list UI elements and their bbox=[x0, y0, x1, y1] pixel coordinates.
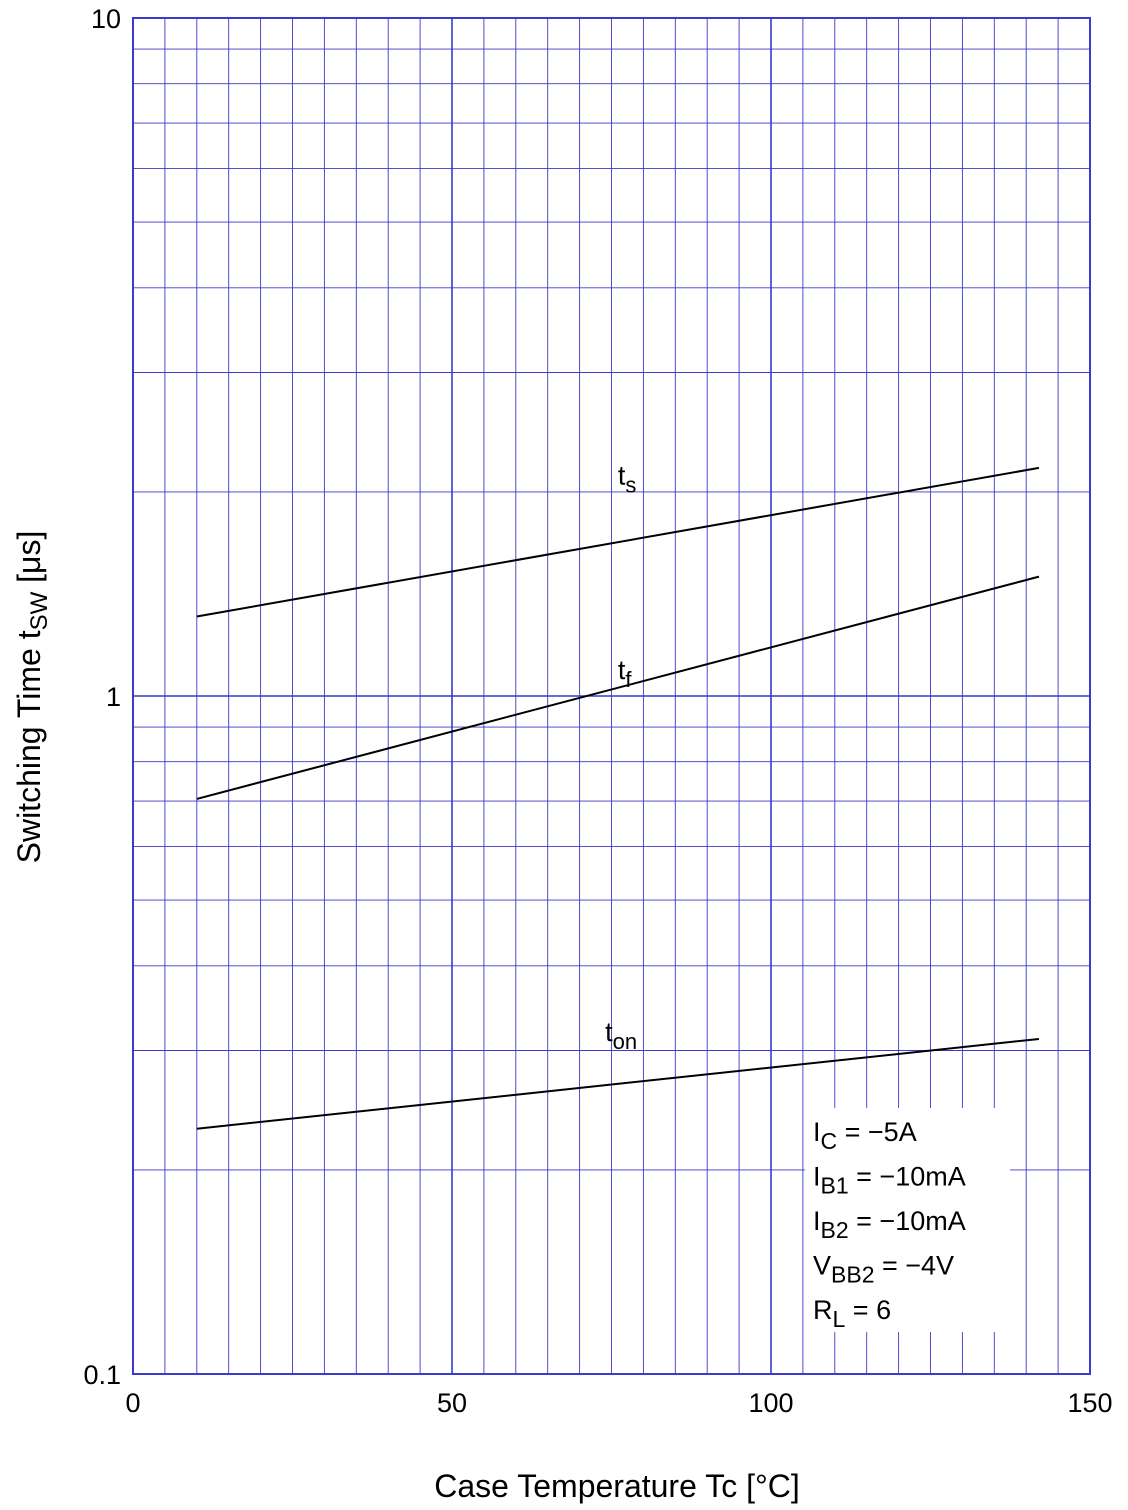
series-label-subscript: f bbox=[625, 667, 632, 692]
series-line-ts bbox=[196, 466, 1040, 618]
x-tick-label: 0 bbox=[125, 1388, 140, 1418]
series-line-ton bbox=[196, 1037, 1040, 1130]
series-lines bbox=[196, 466, 1040, 1130]
series-label-ts: ts bbox=[618, 461, 637, 498]
condition-subscript: B2 bbox=[821, 1217, 849, 1243]
conditions-box bbox=[805, 1108, 1010, 1332]
condition-rest: = −10mA bbox=[849, 1206, 966, 1236]
series-label-subscript: s bbox=[625, 473, 636, 498]
condition-subscript: C bbox=[821, 1128, 838, 1154]
y-tick-label: 1 bbox=[106, 682, 121, 712]
series-label-tf: tf bbox=[618, 655, 633, 692]
condition-subscript: B1 bbox=[821, 1173, 849, 1199]
y-axis-title-unit: [μs] bbox=[11, 531, 47, 592]
major-gridlines bbox=[133, 18, 1090, 1374]
condition-main: I bbox=[813, 1117, 821, 1147]
series-label-main: t bbox=[605, 1017, 613, 1047]
y-tick-label: 0.1 bbox=[83, 1360, 121, 1390]
condition-subscript: BB2 bbox=[831, 1262, 874, 1288]
condition-rest: = −5A bbox=[837, 1117, 917, 1147]
condition-main: V bbox=[813, 1251, 831, 1281]
x-axis-title: Case Temperature Tc [°C] bbox=[434, 1468, 800, 1504]
series-label-subscript: on bbox=[613, 1029, 637, 1054]
x-tick-label: 50 bbox=[437, 1388, 467, 1418]
condition-rest: = 6 bbox=[845, 1295, 891, 1325]
series-label-main: t bbox=[618, 655, 626, 685]
series-line-tf bbox=[196, 575, 1040, 800]
y-axis-title: Switching Time tSW [μs] bbox=[11, 531, 53, 864]
condition-main: I bbox=[813, 1206, 821, 1236]
condition-main: I bbox=[813, 1162, 821, 1192]
condition-rest: = −4V bbox=[875, 1251, 955, 1281]
condition-line: IC = −5A bbox=[813, 1117, 917, 1154]
y-axis-title-main: Switching Time t bbox=[11, 630, 47, 863]
condition-line: VBB2 = −4V bbox=[813, 1251, 954, 1288]
series-label-main: t bbox=[618, 461, 626, 491]
plot-frame bbox=[132, 17, 1091, 1375]
series-label-ton: ton bbox=[605, 1017, 637, 1054]
y-tick-label: 10 bbox=[91, 4, 121, 34]
x-tick-labels: 0 50 100 150 bbox=[125, 1388, 1112, 1418]
condition-rest: = −10mA bbox=[849, 1162, 966, 1192]
x-tick-label: 150 bbox=[1067, 1388, 1112, 1418]
condition-line: IB1 = −10mA bbox=[813, 1162, 966, 1199]
y-tick-labels: 0.1 1 10 bbox=[83, 4, 121, 1390]
condition-line: IB2 = −10mA bbox=[813, 1206, 966, 1243]
y-axis-title-subscript: SW bbox=[26, 591, 53, 630]
condition-subscript: L bbox=[833, 1306, 846, 1332]
condition-line: RL = 6 bbox=[813, 1295, 891, 1332]
condition-main: R bbox=[813, 1295, 833, 1325]
x-tick-label: 100 bbox=[748, 1388, 793, 1418]
